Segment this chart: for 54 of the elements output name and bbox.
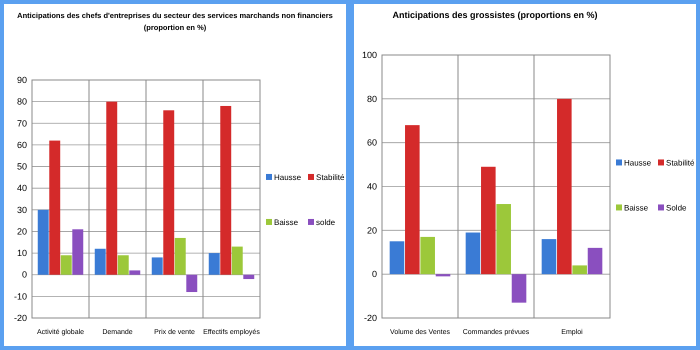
bar	[232, 246, 243, 275]
y-tick-label: 10	[16, 248, 27, 258]
bar	[572, 265, 587, 274]
chart-title: Anticipations des grossistes (proportions en %)	[392, 10, 598, 20]
y-tick-label: 80	[16, 96, 27, 107]
bar	[152, 257, 163, 275]
legend-label: Baisse	[624, 203, 649, 212]
bar	[38, 210, 49, 275]
bar	[542, 239, 556, 274]
bar	[496, 204, 511, 274]
legend-label: Hausse	[624, 158, 652, 168]
bar	[390, 241, 404, 274]
bar	[106, 102, 118, 275]
y-tick-label: 60	[366, 138, 377, 148]
bar	[208, 253, 220, 275]
y-tick-label: 70	[16, 118, 27, 128]
legend-label: Solde	[666, 203, 688, 212]
bar	[49, 140, 60, 275]
y-tick-label: 100	[362, 50, 377, 60]
bar	[420, 236, 435, 274]
bar	[557, 98, 572, 274]
y-tick-label: 0	[22, 270, 27, 280]
bar	[481, 166, 496, 274]
bar	[405, 125, 420, 274]
y-tick-label: 40	[366, 182, 377, 192]
y-tick-label: -20	[364, 313, 377, 323]
y-tick-label: 20	[16, 226, 27, 236]
bar	[118, 255, 129, 275]
legend-label: Hausse	[274, 172, 302, 182]
y-tick-label: 90	[16, 75, 27, 85]
bar	[512, 274, 526, 303]
bar	[186, 274, 198, 292]
y-tick-label: 80	[366, 94, 377, 104]
y-tick-label: 20	[366, 225, 377, 236]
y-tick-label: 60	[16, 140, 27, 150]
y-tick-label: 50	[16, 162, 27, 172]
bar	[72, 229, 84, 275]
legend-label: solde	[316, 218, 336, 227]
bar	[466, 232, 480, 274]
bar	[174, 238, 186, 275]
y-tick-label: -20	[14, 313, 27, 323]
legend-label: Stabilité	[666, 158, 696, 168]
bar	[60, 255, 72, 275]
y-tick-label: -10	[14, 291, 27, 302]
bar	[243, 274, 254, 280]
y-tick-label: 0	[372, 269, 377, 280]
y-tick-label: 30	[16, 204, 27, 215]
y-tick-label: 40	[16, 183, 27, 194]
bar	[94, 248, 106, 275]
legend-label: Baisse	[274, 218, 299, 227]
bar	[588, 248, 602, 274]
bar	[220, 106, 232, 275]
legend-label: Stabilité	[316, 172, 346, 182]
bar	[163, 110, 174, 275]
